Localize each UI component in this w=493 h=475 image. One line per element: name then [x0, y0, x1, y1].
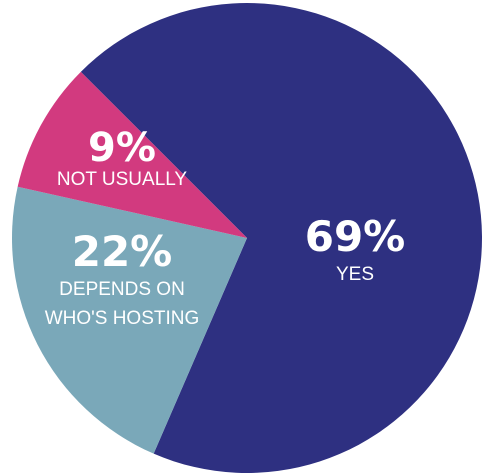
slice-label-group-depends: 22% DEPENDS ON WHO'S HOSTING [45, 227, 200, 329]
slice-label-not-usually: NOT USUALLY [57, 169, 188, 190]
slice-percent-yes: 69% [305, 212, 406, 261]
slice-label-group-not-usually: 9% NOT USUALLY [57, 125, 188, 190]
pie-slice-depends [12, 186, 248, 454]
slice-label-depends-line2: WHO'S HOSTING [45, 308, 200, 329]
slice-percent-not-usually: 9% [88, 125, 156, 171]
slice-label-depends-line1: DEPENDS ON [59, 279, 185, 300]
pie-labels: 69% YES 22% DEPENDS ON WHO'S HOSTING 9% … [45, 125, 406, 329]
slice-label-yes: YES [336, 264, 374, 285]
pie-slices [12, 2, 483, 473]
pie-slice-not-usually [17, 71, 247, 238]
slice-label-group-yes: 69% YES [305, 212, 406, 285]
slice-percent-depends: 22% [72, 227, 173, 276]
pie-slice-yes [80, 2, 483, 473]
